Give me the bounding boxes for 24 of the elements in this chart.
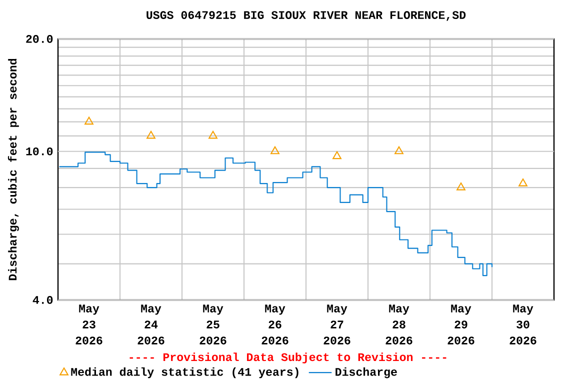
x-tick-label: May 23 2026 xyxy=(76,304,102,344)
legend-label: Discharge xyxy=(336,367,397,378)
point xyxy=(146,130,156,139)
y-tick-label: 20.0 xyxy=(26,35,53,43)
x-tick-label: May 25 2026 xyxy=(200,304,226,344)
y-axis-title: Discharge, cubic feet per second xyxy=(8,58,19,280)
x-tick-label: May 24 2026 xyxy=(138,304,164,344)
point xyxy=(270,146,280,154)
x-tick-label: May 27 2026 xyxy=(324,304,350,344)
chart-title: USGS 06479215 BIG SIOUX RIVER NEAR FLORENCE,SD xyxy=(146,11,466,21)
text: ---- Provisional Data Subject to Revision ---- xyxy=(130,352,446,364)
x-tick-label: May 30 2026 xyxy=(510,304,536,344)
point xyxy=(332,151,342,160)
point xyxy=(84,116,94,125)
x-tick-label: May 26 2026 xyxy=(262,304,288,344)
x-tick-label: May 28 2026 xyxy=(386,304,412,344)
point xyxy=(208,130,218,139)
y-tick-label: 4.0 xyxy=(32,296,53,304)
legend-label: Median daily statistic (41 years) xyxy=(71,367,298,378)
x-tick-label: May 29 2026 xyxy=(448,304,474,344)
point xyxy=(394,146,404,154)
point xyxy=(518,178,528,186)
y-tick-label: 10.0 xyxy=(26,147,53,156)
point xyxy=(456,182,466,190)
